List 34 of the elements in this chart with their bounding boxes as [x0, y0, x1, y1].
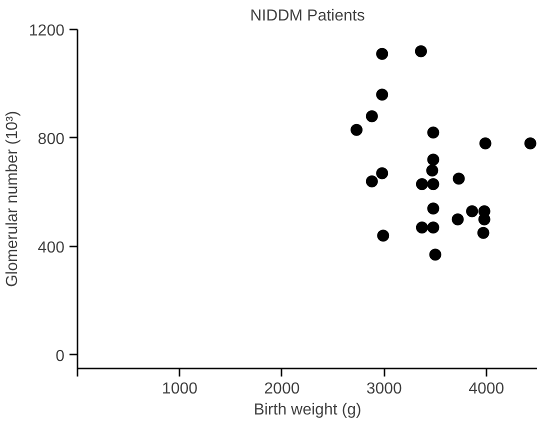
- x-tick-label: 4000: [468, 380, 504, 398]
- y-tick-label: 0: [56, 348, 65, 365]
- point: [416, 221, 428, 234]
- point: [376, 48, 388, 60]
- point: [427, 221, 440, 234]
- x-axis-title: Birth weight (g): [254, 402, 362, 418]
- point: [427, 178, 440, 190]
- y-axis-title: Glomerular number (10³): [4, 110, 21, 288]
- point: [427, 154, 440, 166]
- x-tick-label: 1000: [162, 380, 198, 398]
- x-tick-label: 2000: [264, 380, 300, 398]
- point: [377, 230, 390, 242]
- point: [466, 205, 478, 218]
- point: [524, 137, 536, 150]
- point: [376, 167, 388, 180]
- point: [426, 164, 438, 177]
- point: [376, 88, 388, 101]
- point: [427, 126, 440, 139]
- point: [414, 45, 427, 58]
- point: [416, 178, 428, 190]
- point: [366, 175, 378, 188]
- chart-title: NIDDM Patients: [250, 8, 365, 24]
- point: [366, 110, 378, 122]
- point: [350, 124, 363, 136]
- y-tick-label: 800: [38, 130, 65, 148]
- point: [477, 226, 490, 239]
- y-tick-label: 400: [38, 239, 65, 256]
- point: [429, 248, 442, 261]
- point: [452, 213, 464, 226]
- point: [479, 137, 492, 150]
- point: [452, 172, 465, 185]
- point: [427, 202, 440, 214]
- x-tick-label: 3000: [366, 380, 402, 398]
- y-tick-label: 1200: [28, 22, 65, 40]
